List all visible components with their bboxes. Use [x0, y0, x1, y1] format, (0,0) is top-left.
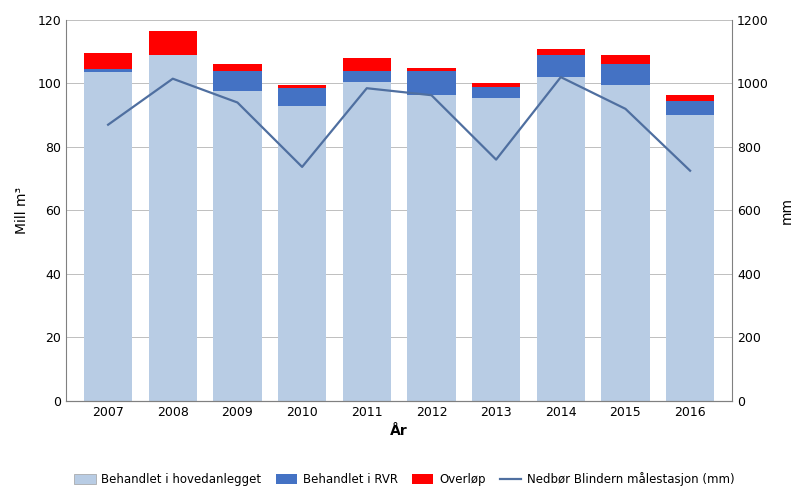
Bar — [84, 72, 133, 401]
Bar — [342, 71, 391, 82]
Bar — [84, 69, 133, 72]
Bar — [342, 82, 391, 401]
Bar — [149, 55, 197, 401]
Bar — [407, 71, 455, 95]
Bar — [536, 49, 585, 55]
Bar — [214, 71, 261, 92]
X-axis label: År: År — [390, 424, 408, 438]
Bar — [472, 98, 520, 401]
Bar — [277, 85, 326, 88]
Bar — [342, 58, 391, 71]
Bar — [84, 53, 133, 69]
Y-axis label: Mill m³: Mill m³ — [15, 187, 29, 234]
Bar — [407, 68, 455, 71]
Bar — [214, 92, 261, 401]
Y-axis label: mm: mm — [780, 197, 794, 224]
Bar — [536, 55, 585, 77]
Bar — [601, 55, 650, 64]
Bar — [666, 115, 714, 401]
Bar — [536, 77, 585, 401]
Bar — [601, 85, 650, 401]
Bar — [149, 31, 197, 55]
Bar — [472, 87, 520, 98]
Bar — [277, 106, 326, 401]
Legend: Behandlet i hovedanlegget, Behandlet i RVR, Overløp, Nedbør Blindern målestasjon: Behandlet i hovedanlegget, Behandlet i R… — [69, 466, 740, 492]
Bar — [601, 64, 650, 85]
Bar — [472, 84, 520, 87]
Bar — [214, 64, 261, 71]
Bar — [666, 95, 714, 101]
Bar — [277, 88, 326, 106]
Bar — [407, 95, 455, 401]
Bar — [666, 101, 714, 115]
